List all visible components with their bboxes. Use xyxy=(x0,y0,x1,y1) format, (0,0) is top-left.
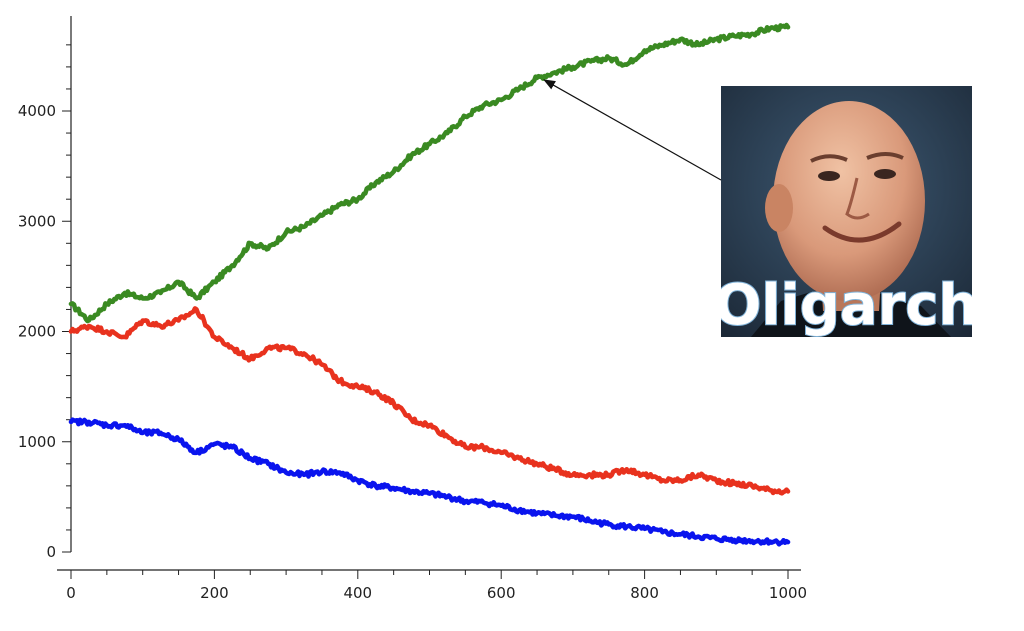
eyebrow-left-icon xyxy=(810,154,848,163)
annotation xyxy=(543,79,722,181)
smile-icon xyxy=(822,221,902,243)
annotation-photo: Oligarch xyxy=(721,86,972,337)
series-layer xyxy=(68,22,791,547)
x-tick-label: 1000 xyxy=(769,584,807,602)
series-line-1 xyxy=(68,22,791,324)
eye-right-icon xyxy=(874,169,896,179)
axes: 0 1000 2000 3000 4000 0 200 400 600 800 1000 xyxy=(18,16,807,602)
y-tick-label: 2000 xyxy=(18,323,56,341)
shirt-icon xyxy=(751,286,951,337)
annotation-text: Oligarch xyxy=(721,273,972,337)
annotation-arrow xyxy=(543,79,722,181)
y-major-ticks: 0 1000 2000 3000 4000 xyxy=(18,102,71,561)
x-major-ticks: 0 200 400 600 800 1000 xyxy=(66,570,807,602)
x-tick-label: 800 xyxy=(630,584,659,602)
x-tick-label: 0 xyxy=(66,584,76,602)
y-minor-ticks xyxy=(66,44,71,531)
ear-icon xyxy=(765,184,793,232)
series-line-2 xyxy=(68,306,791,496)
x-tick-label: 600 xyxy=(487,584,516,602)
eye-left-icon xyxy=(818,171,840,181)
y-tick-label: 0 xyxy=(46,543,56,561)
nose-icon xyxy=(845,177,870,220)
y-tick-label: 4000 xyxy=(18,102,56,120)
x-minor-ticks xyxy=(106,570,753,575)
x-tick-label: 200 xyxy=(200,584,229,602)
x-tick-label: 400 xyxy=(343,584,372,602)
head-icon xyxy=(773,101,925,301)
eyebrow-right-icon xyxy=(866,152,904,160)
y-tick-label: 1000 xyxy=(18,433,56,451)
series-line-3 xyxy=(68,417,791,547)
y-tick-label: 3000 xyxy=(18,212,56,230)
